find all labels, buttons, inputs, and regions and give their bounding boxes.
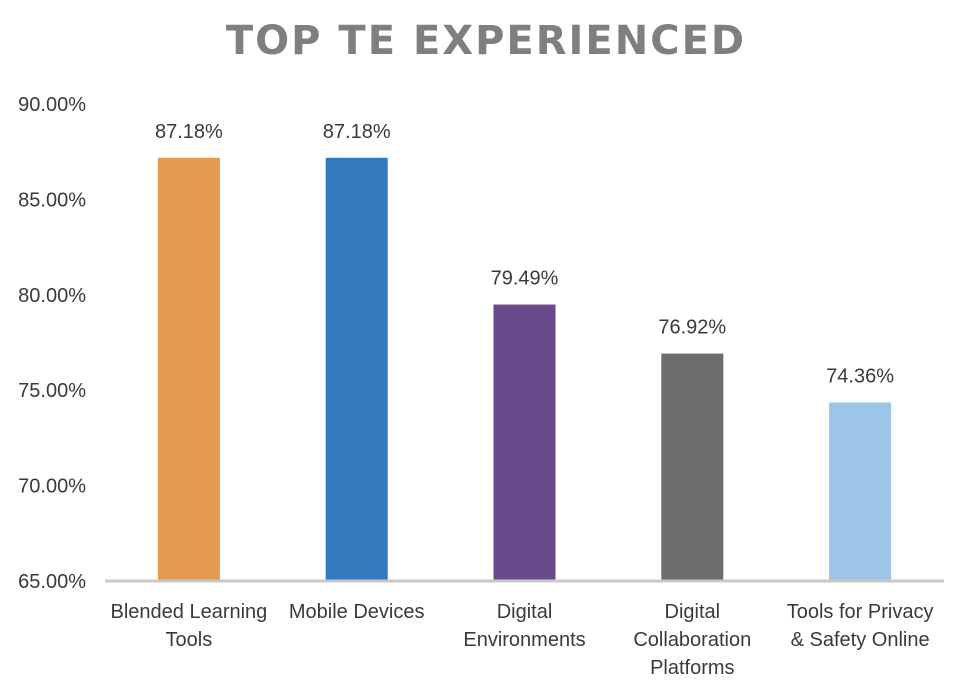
bar [493, 304, 556, 581]
x-category-label: & Safety Online [791, 629, 930, 651]
y-tick-label: 90.00% [18, 94, 86, 116]
y-axis-ticks: 65.00% 70.00% 75.00% 80.00% 85.00% 90.00% [18, 94, 86, 593]
data-label: 87.18% [323, 121, 391, 143]
x-category-label: Mobile Devices [289, 601, 425, 623]
bar [325, 157, 388, 581]
x-category-label: Collaboration [633, 629, 751, 651]
x-category-label: Platforms [650, 657, 734, 679]
data-label: 74.36% [826, 365, 894, 387]
x-category-label: Digital [665, 601, 721, 623]
bar [661, 353, 724, 581]
bar [829, 402, 892, 581]
data-label: 87.18% [155, 121, 223, 143]
y-tick-label: 80.00% [18, 285, 86, 307]
y-tick-label: 70.00% [18, 476, 86, 498]
bar [157, 157, 220, 581]
chart-title: TOP TE EXPERIENCED [225, 18, 747, 64]
data-labels: 87.18% 87.18% 79.49% 76.92% 74.36% [155, 121, 894, 388]
bars [157, 157, 892, 581]
y-tick-label: 85.00% [18, 189, 86, 211]
category-labels: Blended Learning Tools Mobile Devices Digit… [111, 601, 934, 679]
x-category-label: Digital [497, 601, 553, 623]
data-label: 79.49% [491, 268, 559, 290]
y-tick-label: 65.00% [18, 571, 86, 593]
x-category-label: Tools [166, 629, 213, 651]
y-tick-label: 75.00% [18, 380, 86, 402]
x-category-label: Tools for Privacy [787, 601, 934, 623]
data-label: 76.92% [658, 317, 726, 339]
x-category-label: Environments [463, 629, 585, 651]
x-category-label: Blended Learning [111, 601, 268, 623]
